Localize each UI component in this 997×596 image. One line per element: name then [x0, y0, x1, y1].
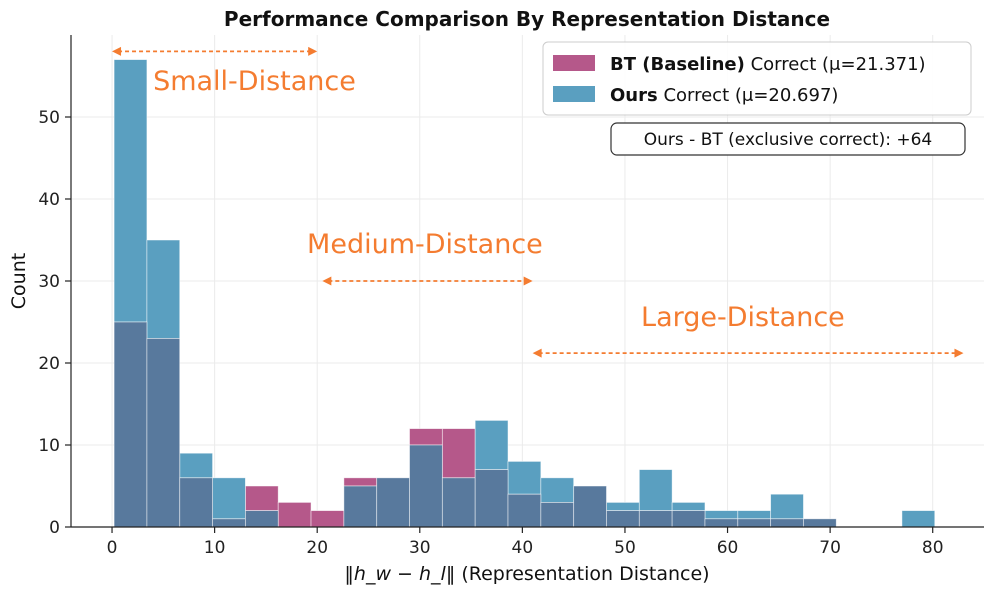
bar-bt-baseline — [310, 510, 345, 528]
bar-ours — [737, 510, 772, 520]
bar-overlap — [803, 518, 837, 528]
bar-bt-baseline — [441, 428, 476, 479]
bar-overlap — [573, 485, 607, 528]
bar-ours — [474, 419, 509, 470]
annotation-arrowhead-left — [532, 348, 542, 358]
bar-overlap — [409, 444, 443, 528]
x-tick-label: 10 — [204, 538, 226, 558]
ours-bars — [113, 59, 936, 528]
x-tick-label: 40 — [512, 538, 534, 558]
bar-overlap — [441, 477, 476, 528]
annotation-label: Medium-Distance — [307, 229, 543, 260]
y-axis-label: Count — [8, 253, 30, 309]
legend-label-bt-bold: BT (Baseline) — [610, 54, 745, 75]
bar-ours — [507, 460, 542, 495]
x-tick-label: 50 — [614, 538, 636, 558]
bar-ours — [704, 510, 739, 520]
bar-ours — [770, 493, 804, 520]
bar-overlap — [179, 477, 213, 528]
x-tick-label: 70 — [819, 538, 841, 558]
bar-overlap — [638, 510, 673, 528]
annotation-label: Large-Distance — [641, 302, 845, 333]
bar-overlap — [704, 518, 739, 528]
bar-ours — [212, 477, 246, 520]
bar-ours — [113, 59, 148, 323]
bar-overlap — [507, 493, 542, 528]
bar-ours — [179, 452, 213, 479]
x-tick-label: 30 — [409, 538, 431, 558]
bar-overlap — [376, 477, 410, 528]
legend-swatch-bt-baseline — [553, 55, 595, 71]
bar-overlap — [244, 510, 279, 528]
annotation-arrowhead-right — [954, 348, 964, 358]
annotation-arrowhead-right — [523, 276, 533, 286]
legend-label-bt-baseline: BT (Baseline) Correct (μ=21.371) — [610, 54, 926, 75]
legend-label-ours: Ours Correct (μ=20.697) — [610, 85, 838, 106]
bar-ours — [671, 501, 706, 511]
y-tick-label: 10 — [38, 436, 60, 456]
bar-overlap — [737, 518, 772, 528]
x-tick-label: 0 — [107, 538, 118, 558]
y-tick-label: 20 — [38, 354, 60, 374]
bar-bt-baseline — [343, 477, 378, 487]
x-axis-label-math: ‖h_w − h_l‖ — [344, 563, 455, 585]
x-tick-label: 60 — [717, 538, 739, 558]
bar-overlap — [770, 518, 804, 528]
x-tick-label: 80 — [922, 538, 944, 558]
bt-baseline-bars — [244, 428, 476, 528]
bar-ours — [638, 469, 673, 512]
y-tick-label: 0 — [49, 518, 60, 538]
bar-overlap — [212, 518, 246, 528]
y-tick-label: 50 — [38, 108, 60, 128]
annotation-arrowhead-left — [322, 276, 332, 286]
annotation-label: Small-Distance — [153, 66, 356, 97]
bar-ours — [540, 477, 575, 503]
bar-overlap — [113, 321, 148, 528]
bar-overlap — [146, 337, 181, 528]
bar-ours — [146, 239, 181, 339]
bar-overlap — [606, 510, 640, 528]
distance-annotations: Small-Distance Medium-Distance Large-Dista… — [112, 46, 964, 358]
bar-bt-baseline — [409, 428, 443, 446]
y-ticks: 0 10 20 30 40 50 — [38, 108, 71, 538]
bar-overlap — [474, 469, 509, 528]
bar-overlap — [343, 485, 378, 528]
bar-bt-baseline — [244, 485, 279, 512]
legend-label-ours-rest: Correct (μ=20.697) — [658, 85, 839, 106]
stat-box-text: Ours - BT (exclusive correct): +64 — [644, 130, 932, 150]
legend-label-ours-bold: Ours — [610, 85, 658, 106]
x-axis-label: ‖h_w − h_l‖ (Representation Distance) — [344, 563, 709, 585]
chart-title: Performance Comparison By Representation… — [224, 7, 830, 31]
bar-overlap — [671, 510, 706, 528]
x-tick-label: 20 — [306, 538, 328, 558]
legend-frame — [542, 41, 972, 116]
legend-swatch-ours — [553, 86, 595, 102]
x-ticks: 0 10 20 30 40 50 60 70 80 — [107, 527, 944, 558]
x-axis-label-text: (Representation Distance) — [461, 563, 709, 585]
bar-ours — [901, 510, 936, 528]
bar-ours — [606, 501, 640, 511]
y-tick-label: 40 — [38, 190, 60, 210]
bar-bt-baseline — [277, 501, 312, 528]
annotation-arrowhead-right — [308, 46, 318, 56]
stat-box: Ours - BT (exclusive correct): +64 — [610, 122, 966, 156]
annotation-arrowhead-left — [112, 46, 122, 56]
y-tick-label: 30 — [38, 272, 60, 292]
legend: BT (Baseline) Correct (μ=21.371) Ours Co… — [542, 41, 972, 116]
bar-overlap — [540, 501, 575, 528]
legend-label-bt-rest: Correct (μ=21.371) — [745, 54, 926, 75]
stat-box-frame — [610, 122, 966, 156]
